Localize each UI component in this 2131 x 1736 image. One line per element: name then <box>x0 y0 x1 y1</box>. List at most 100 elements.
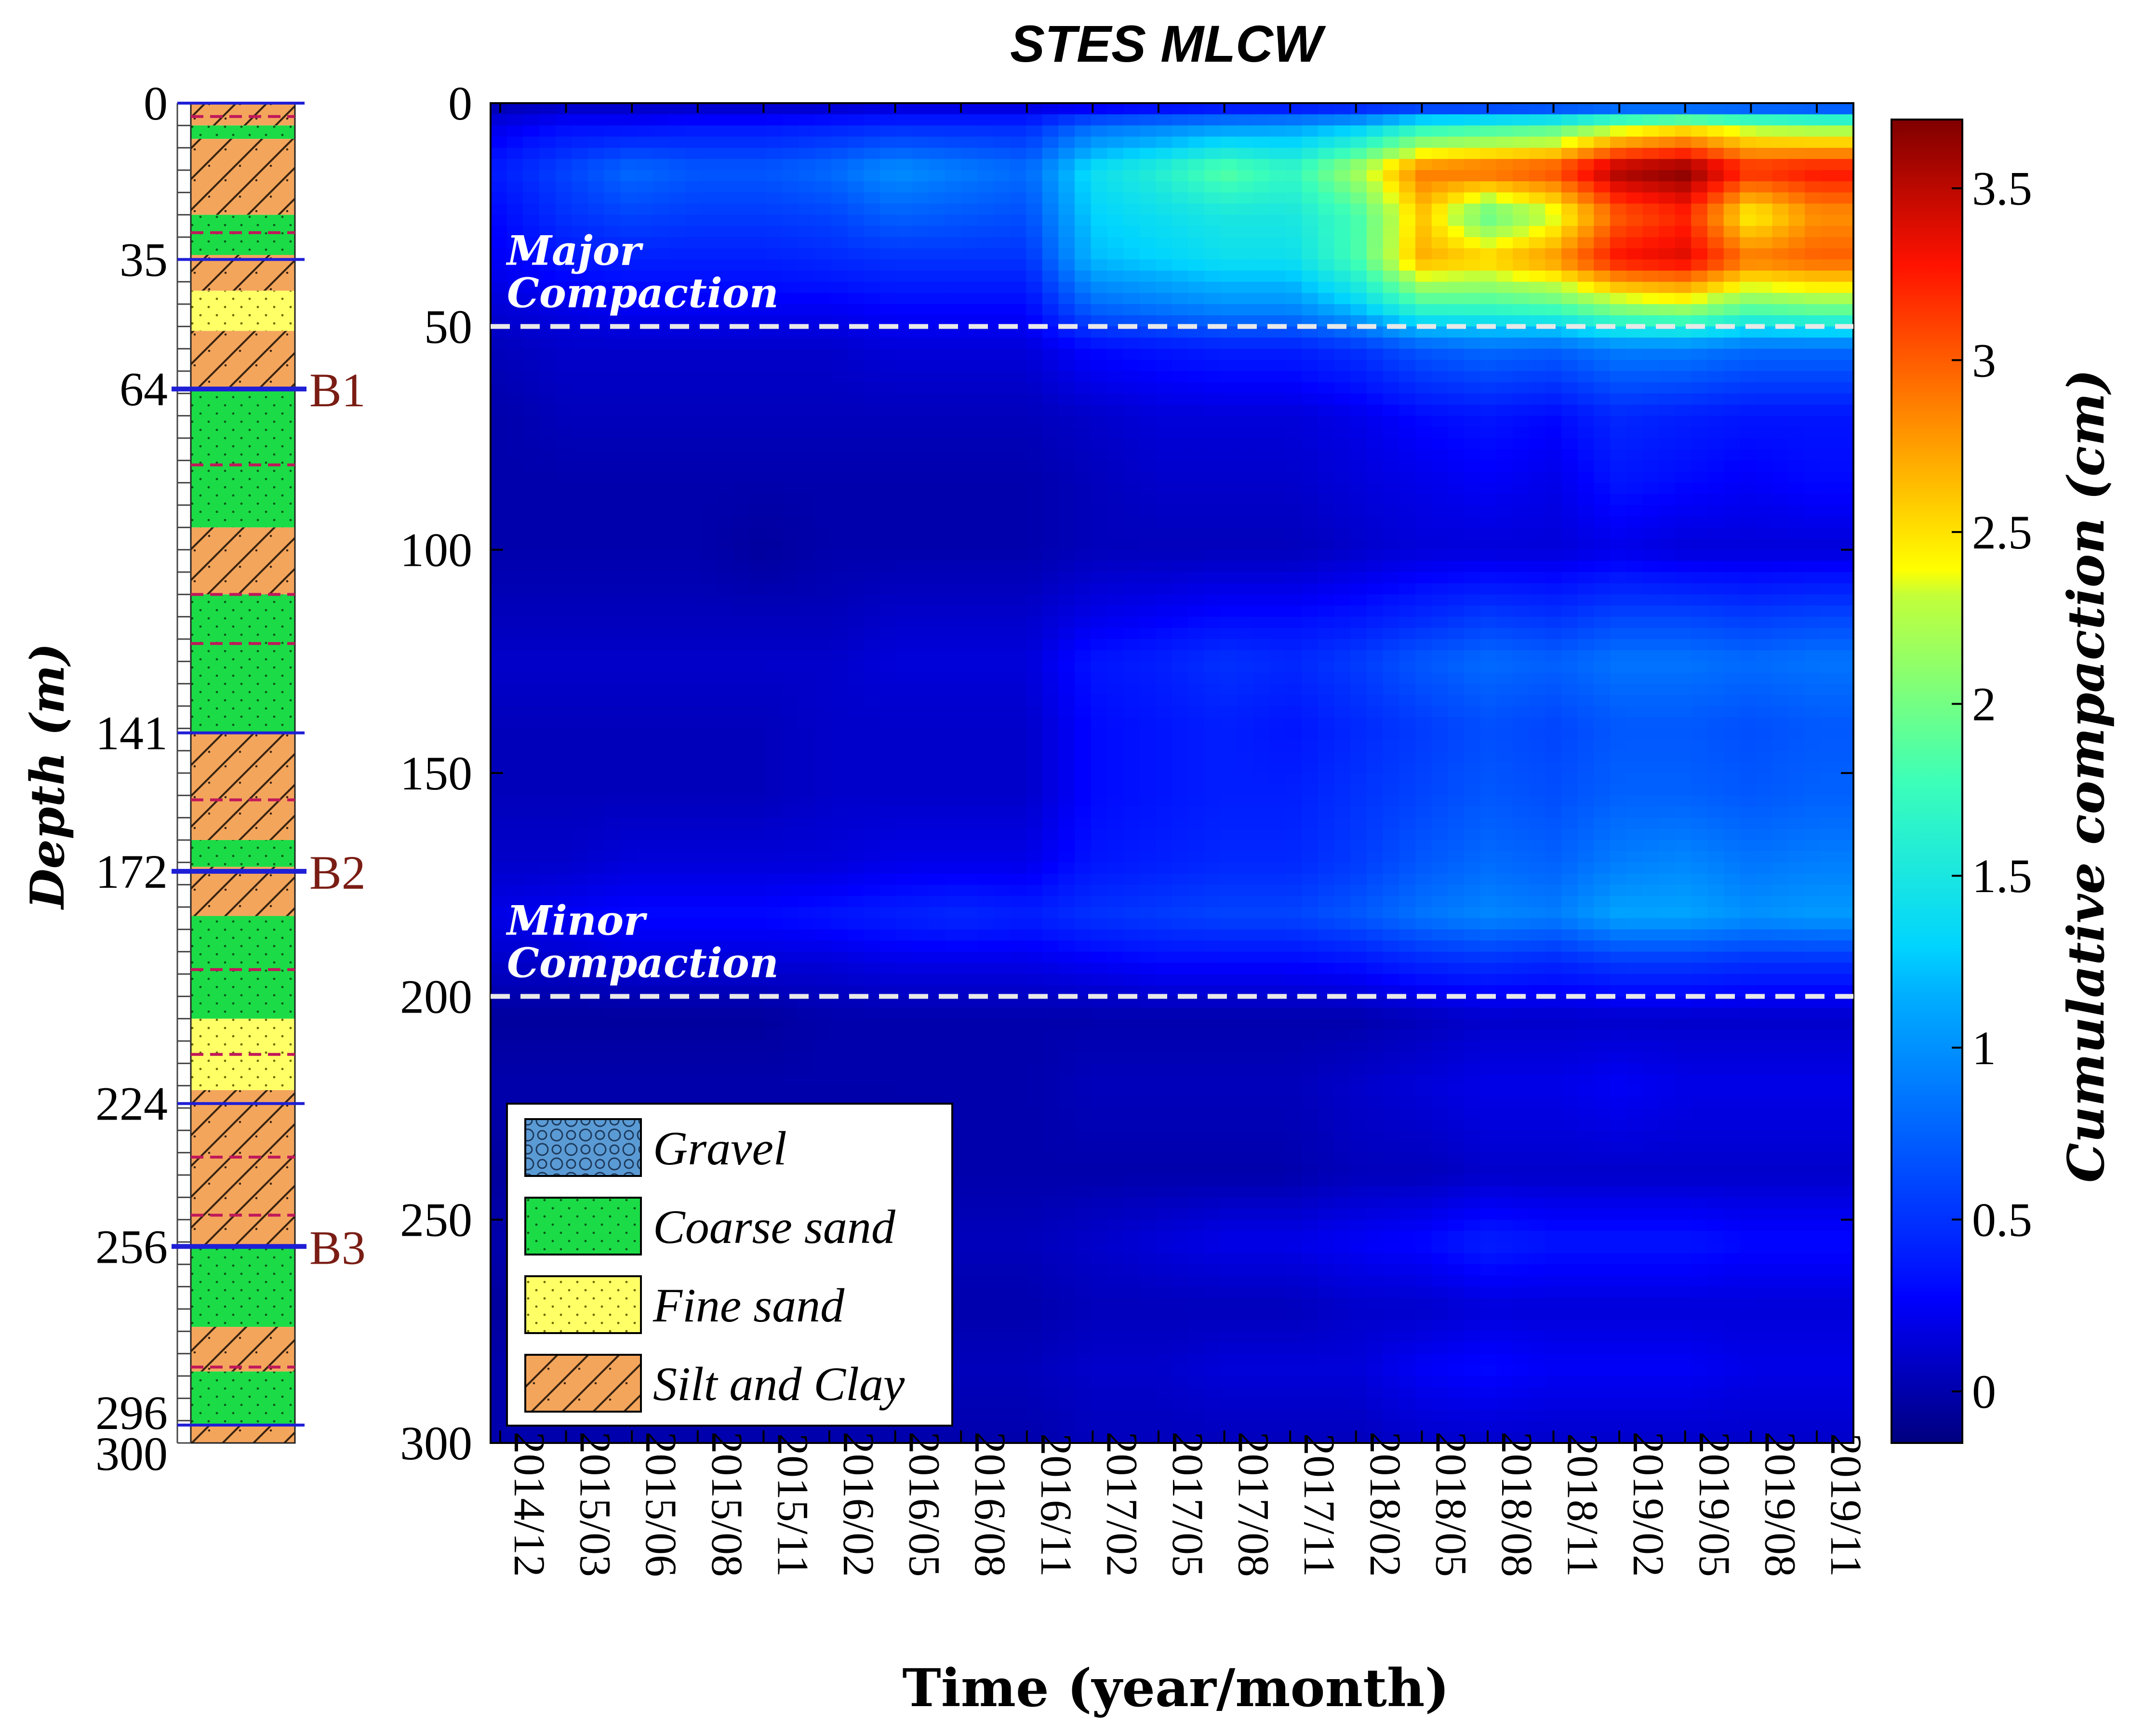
heatmap-cell <box>1496 404 1513 416</box>
heatmap-cell <box>1561 561 1578 573</box>
heatmap-cell <box>977 103 994 115</box>
heatmap-cell <box>588 415 605 427</box>
heatmap-cell <box>506 348 524 361</box>
heatmap-cell <box>1221 694 1238 707</box>
heatmap-cell <box>1529 717 1546 729</box>
heatmap-cell <box>1805 348 1822 361</box>
lithology-depth-label: 300 <box>95 1427 168 1481</box>
heatmap-cell <box>1010 159 1026 171</box>
heatmap-cell <box>1253 516 1270 528</box>
heatmap-cell <box>1107 605 1124 617</box>
heatmap-cell <box>1075 594 1092 606</box>
heatmap-cell <box>1399 159 1416 171</box>
heatmap-cell <box>523 214 540 227</box>
heatmap-cell <box>1010 114 1026 126</box>
heatmap-cell <box>1545 371 1562 383</box>
heatmap-cell <box>1545 516 1562 528</box>
heatmap-cell <box>1675 516 1692 528</box>
heatmap-cell <box>1107 147 1124 160</box>
heatmap-cell <box>1334 404 1351 416</box>
heatmap-cell <box>1691 594 1708 606</box>
heatmap-cell <box>766 248 783 260</box>
heatmap-cell <box>1383 460 1400 472</box>
heatmap-cell <box>1431 147 1449 160</box>
heatmap-cell <box>1756 337 1773 349</box>
heatmap-cell <box>1058 505 1075 517</box>
heatmap-cell <box>604 360 621 372</box>
heatmap-cell <box>1480 572 1497 584</box>
heatmap-cell <box>1383 270 1400 282</box>
heatmap-cell <box>977 281 994 294</box>
heatmap-cell <box>1042 661 1059 673</box>
heatmap-cell <box>1756 248 1773 260</box>
heatmap-cell <box>1594 159 1611 171</box>
heatmap-cell <box>1545 270 1562 282</box>
heatmap-cell <box>506 460 524 472</box>
heatmap-cell <box>1675 181 1692 193</box>
heatmap-cell <box>1334 438 1351 450</box>
heatmap-cell <box>1448 304 1465 316</box>
heatmap-cell <box>1334 147 1351 160</box>
heatmap-cell <box>1302 583 1319 595</box>
heatmap-cell <box>718 494 734 506</box>
heatmap-cell <box>1642 226 1659 238</box>
heatmap-cell <box>1285 382 1303 394</box>
heatmap-cell <box>1723 304 1741 316</box>
heatmap-cell <box>847 516 865 528</box>
heatmap-cell <box>1269 237 1286 249</box>
heatmap-cell <box>1204 482 1221 494</box>
heatmap-cell <box>1772 694 1789 707</box>
heatmap-cell <box>491 147 507 160</box>
heatmap-cell <box>929 549 946 561</box>
heatmap-cell <box>880 270 897 282</box>
heatmap-cell <box>1561 125 1578 137</box>
heatmap-cell <box>1010 181 1026 193</box>
heatmap-cell <box>1788 427 1805 439</box>
heatmap-cell <box>1042 226 1059 238</box>
heatmap-cell <box>1156 248 1172 260</box>
heatmap-cell <box>1805 427 1822 439</box>
heatmap-cell <box>555 114 573 126</box>
heatmap-cell <box>1253 527 1270 539</box>
heatmap-cell <box>1513 237 1530 249</box>
heatmap-cell <box>701 226 719 238</box>
heatmap-cell <box>1496 114 1513 126</box>
heatmap-cell <box>1788 125 1805 137</box>
heatmap-cell <box>1707 583 1724 595</box>
heatmap-cell <box>604 672 621 684</box>
heatmap-cell <box>1269 706 1286 718</box>
heatmap-cell <box>653 683 670 695</box>
heatmap-cell <box>539 270 556 282</box>
heatmap-cell <box>880 159 897 171</box>
heatmap-cell <box>1561 226 1578 238</box>
heatmap-cell <box>1594 136 1611 148</box>
heatmap-cell <box>588 348 605 361</box>
heatmap-cell <box>929 628 946 640</box>
heatmap-cell <box>588 460 605 472</box>
heatmap-cell <box>1026 527 1043 539</box>
heatmap-cell <box>929 103 946 115</box>
heatmap-cell <box>718 538 734 550</box>
heatmap-cell <box>1139 694 1157 707</box>
heatmap-cell <box>637 427 653 439</box>
heatmap-cell <box>1091 147 1108 160</box>
heatmap-cell <box>1318 639 1335 651</box>
heatmap-cell <box>750 661 767 673</box>
heatmap-cell <box>734 248 751 260</box>
heatmap-cell <box>1837 270 1853 282</box>
heatmap-cell <box>750 605 767 617</box>
heatmap-cell <box>1237 616 1254 628</box>
heatmap-cell <box>1139 683 1157 695</box>
heatmap-cell <box>1188 214 1205 227</box>
heatmap-cell <box>1399 605 1416 617</box>
heatmap-cell <box>993 706 1011 718</box>
heatmap-cell <box>1788 605 1805 617</box>
heatmap-cell <box>1740 728 1757 740</box>
heatmap-cell <box>977 248 994 260</box>
heatmap-cell <box>1318 170 1335 182</box>
heatmap-cell <box>1156 460 1172 472</box>
heatmap-cell <box>1659 494 1676 506</box>
heatmap-cell <box>1075 360 1092 372</box>
heatmap-cell <box>1740 628 1757 640</box>
heatmap-cell <box>506 371 524 383</box>
